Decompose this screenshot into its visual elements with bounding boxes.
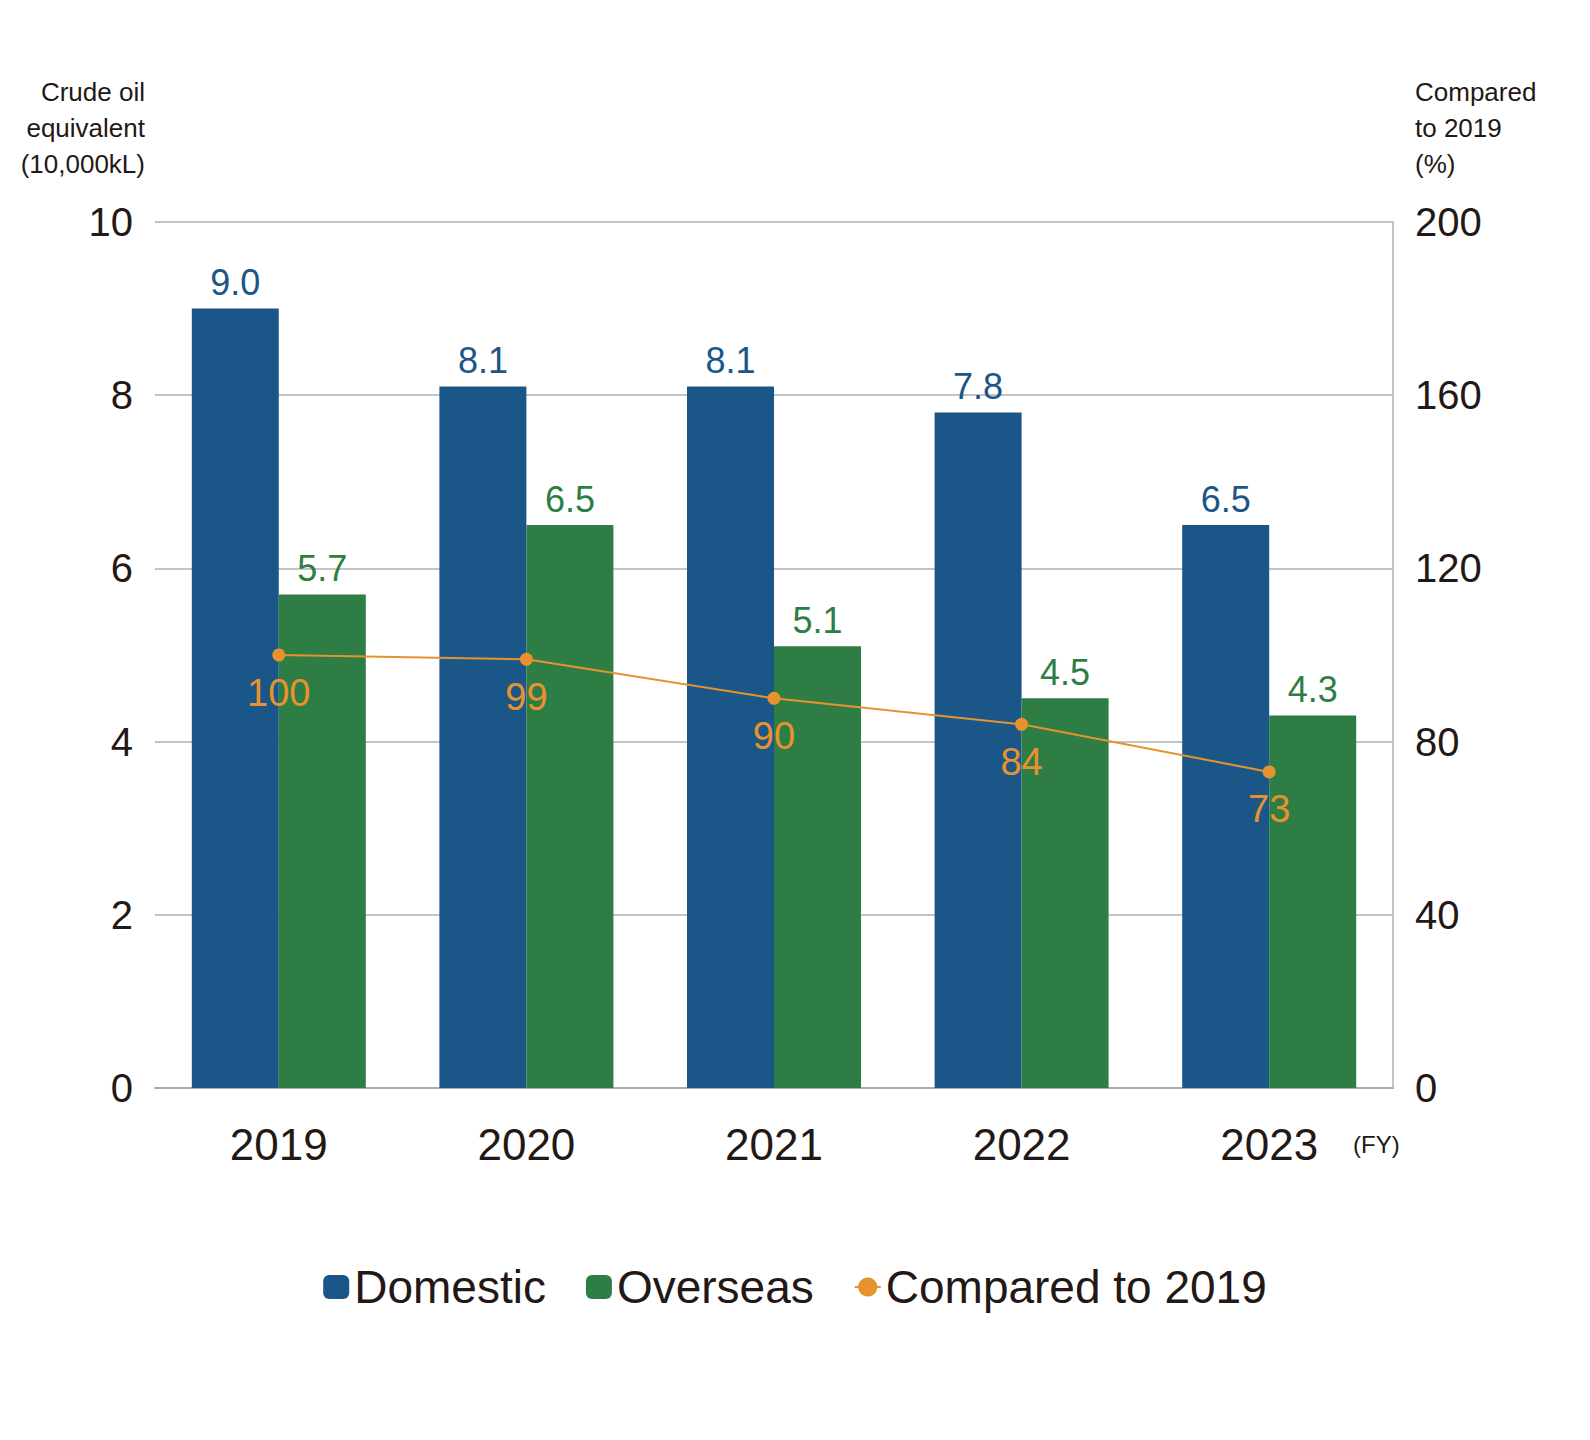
- svg-text:7.8: 7.8: [953, 366, 1003, 407]
- svg-text:Compared to 2019: Compared to 2019: [886, 1261, 1267, 1313]
- svg-text:160: 160: [1415, 373, 1482, 417]
- svg-text:equivalent: equivalent: [26, 113, 145, 143]
- svg-text:5.7: 5.7: [297, 548, 347, 589]
- svg-text:2019: 2019: [230, 1120, 328, 1169]
- svg-text:(%): (%): [1415, 149, 1455, 179]
- svg-text:6.5: 6.5: [545, 479, 595, 520]
- svg-text:2022: 2022: [973, 1120, 1071, 1169]
- svg-text:Crude oil: Crude oil: [41, 77, 145, 107]
- svg-text:2: 2: [111, 893, 133, 937]
- svg-text:90: 90: [753, 715, 795, 757]
- svg-text:200: 200: [1415, 200, 1482, 244]
- svg-text:84: 84: [1000, 741, 1042, 783]
- svg-text:80: 80: [1415, 720, 1460, 764]
- svg-text:2021: 2021: [725, 1120, 823, 1169]
- svg-text:10: 10: [89, 200, 134, 244]
- svg-text:4.5: 4.5: [1040, 652, 1090, 693]
- svg-text:9.0: 9.0: [210, 262, 260, 303]
- svg-text:2020: 2020: [477, 1120, 575, 1169]
- svg-text:99: 99: [505, 676, 547, 718]
- svg-text:0: 0: [111, 1066, 133, 1110]
- svg-text:8.1: 8.1: [458, 340, 508, 381]
- svg-text:40: 40: [1415, 893, 1460, 937]
- svg-text:6.5: 6.5: [1201, 479, 1251, 520]
- svg-text:73: 73: [1248, 788, 1290, 830]
- svg-text:2023: 2023: [1220, 1120, 1318, 1169]
- svg-text:Domestic: Domestic: [354, 1261, 546, 1313]
- svg-text:Overseas: Overseas: [617, 1261, 814, 1313]
- svg-text:6: 6: [111, 546, 133, 590]
- svg-text:5.1: 5.1: [792, 600, 842, 641]
- svg-text:100: 100: [247, 672, 310, 714]
- svg-text:4.3: 4.3: [1288, 669, 1338, 710]
- svg-text:0: 0: [1415, 1066, 1437, 1110]
- svg-text:8.1: 8.1: [705, 340, 755, 381]
- svg-text:4: 4: [111, 720, 133, 764]
- svg-text:(FY): (FY): [1353, 1131, 1400, 1158]
- svg-text:120: 120: [1415, 546, 1482, 590]
- svg-text:8: 8: [111, 373, 133, 417]
- svg-text:Compared: Compared: [1415, 77, 1536, 107]
- svg-text:to 2019: to 2019: [1415, 113, 1502, 143]
- svg-text:(10,000kL): (10,000kL): [21, 149, 145, 179]
